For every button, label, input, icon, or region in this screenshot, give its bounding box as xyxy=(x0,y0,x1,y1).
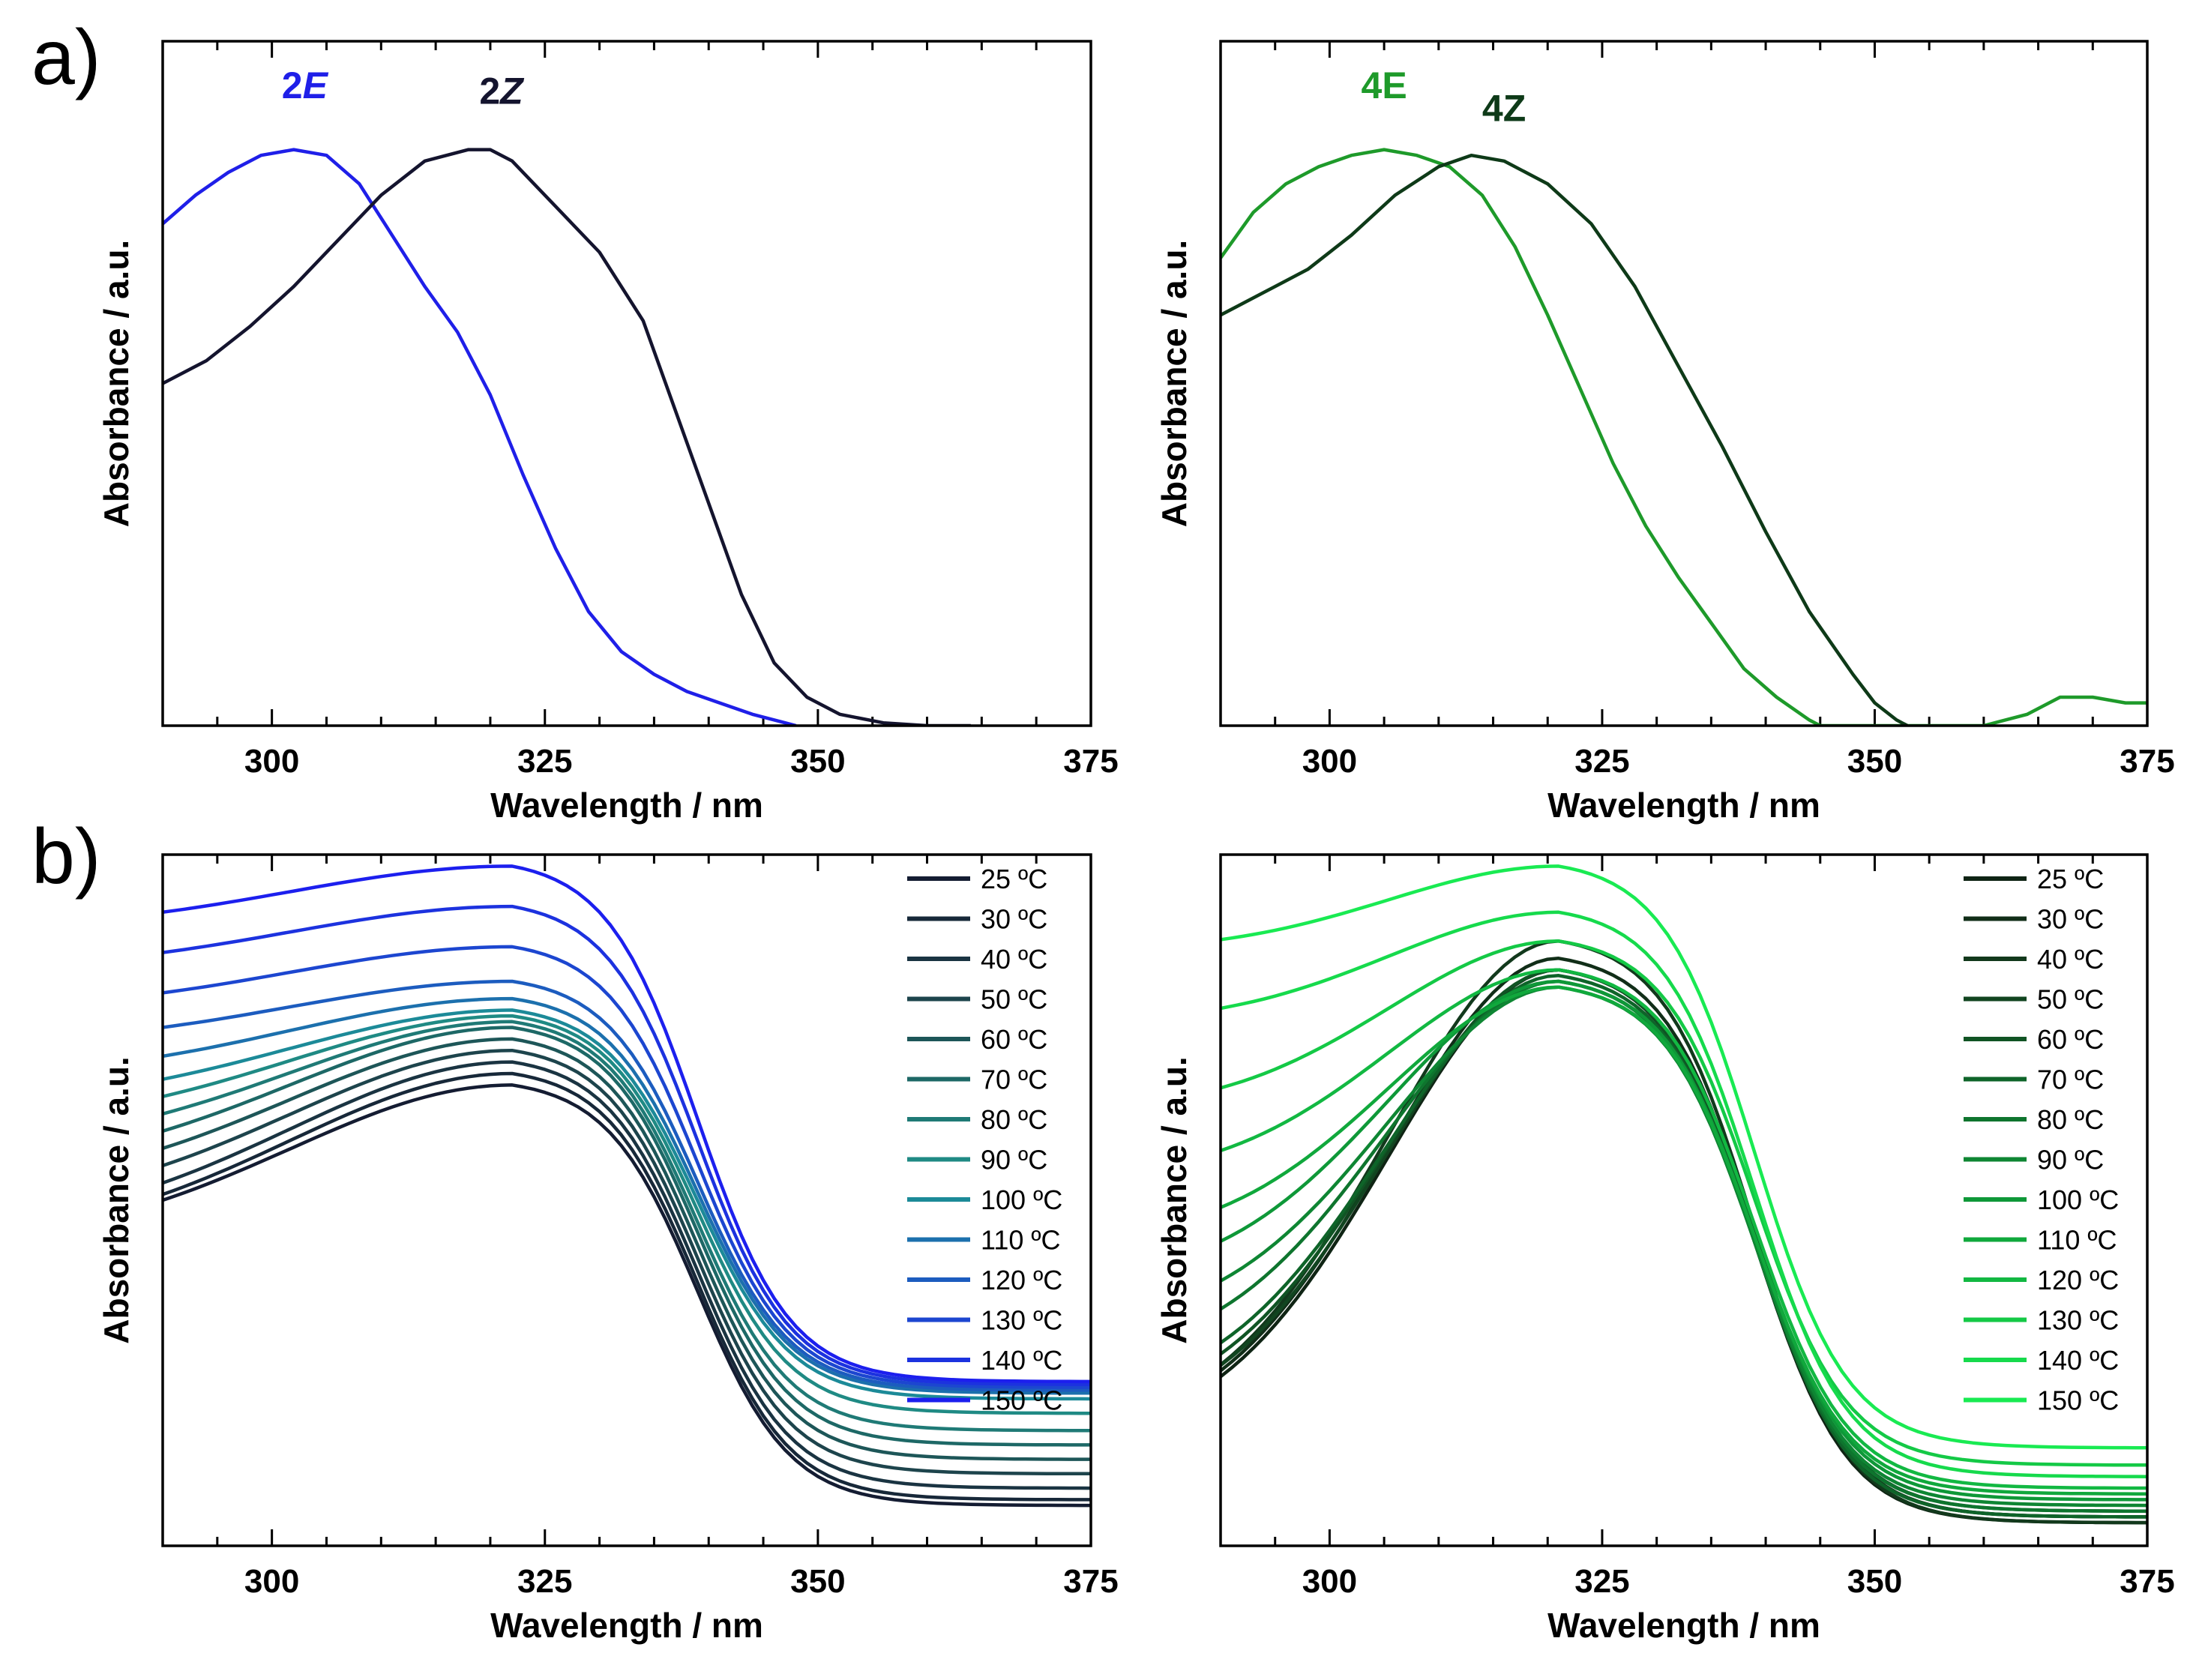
x-tick-label: 300 xyxy=(244,743,299,780)
series-line-3 xyxy=(163,1060,1091,1490)
series-line-1 xyxy=(163,1083,1091,1508)
series-line-4 xyxy=(163,1048,1091,1476)
plot-frame xyxy=(161,40,1092,727)
series-line-10 xyxy=(1221,985,2147,1496)
x-axis-title: Wavelength / nm xyxy=(1547,1606,1820,1645)
legend-label: 80 ºC xyxy=(981,1104,1047,1135)
series-line-2 xyxy=(163,1071,1091,1502)
series-line-13 xyxy=(163,904,1091,1386)
legend-label: 130 ºC xyxy=(2037,1305,2119,1336)
series-line-14 xyxy=(1221,864,2147,1450)
legend-label: 100 ºC xyxy=(981,1184,1062,1215)
legend-label: 110 ºC xyxy=(2037,1225,2117,1256)
y-axis-title: Absorbance / a.u. xyxy=(1155,1056,1194,1343)
legend-label: 80 ºC xyxy=(2037,1104,2104,1135)
peak-label: 2Z xyxy=(479,70,525,112)
legend-label: 140 ºC xyxy=(981,1345,1062,1376)
panel-label-a: a) xyxy=(31,14,100,101)
series-line-5 xyxy=(163,1037,1091,1461)
legend-label: 30 ºC xyxy=(981,904,1047,935)
series-line-1 xyxy=(1221,148,2147,726)
legend-label: 100 ºC xyxy=(2037,1184,2119,1215)
x-tick-label: 300 xyxy=(1302,1563,1357,1600)
x-tick-label: 350 xyxy=(790,1563,845,1600)
chart-b-left: 300 325 350 375 Wavelength / nm Absorbance / … xyxy=(97,853,1119,1645)
series-line-2 xyxy=(1221,153,1909,726)
x-tick-label: 325 xyxy=(1574,1563,1629,1600)
x-tick-label: 325 xyxy=(1574,743,1629,780)
x-tick-label: 300 xyxy=(244,1563,299,1600)
legend-label: 60 ºC xyxy=(2037,1024,2104,1055)
series-line-12 xyxy=(1221,939,2147,1467)
series-group xyxy=(1221,864,2147,1525)
legend-label: 90 ºC xyxy=(981,1145,1047,1175)
legend-label: 120 ºC xyxy=(2037,1265,2119,1295)
series-group xyxy=(1221,148,2147,726)
x-tick-label: 350 xyxy=(1847,1563,1902,1600)
x-tick-label: 325 xyxy=(517,1563,572,1600)
legend-label: 150 ºC xyxy=(981,1385,1062,1416)
legend-label: 40 ºC xyxy=(981,944,1047,975)
series-line-7 xyxy=(163,1020,1091,1433)
chart-a-right: 300 325 350 375 Wavelength / nm Absorbance / … xyxy=(1155,40,2175,825)
x-axis-title: Wavelength / nm xyxy=(490,786,763,825)
series-line-13 xyxy=(1221,910,2147,1478)
series-line-11 xyxy=(1221,968,2147,1490)
legend-label: 60 ºC xyxy=(981,1024,1047,1055)
legend-label: 30 ºC xyxy=(2037,904,2104,935)
plot-frame xyxy=(1219,853,2149,1547)
series-line-12 xyxy=(163,945,1091,1389)
plot-frame xyxy=(161,853,1092,1547)
x-tick-label: 375 xyxy=(1063,1563,1118,1600)
legend-label: 50 ºC xyxy=(2037,984,2104,1015)
legend-label: 130 ºC xyxy=(981,1305,1062,1336)
legend-label: 25 ºC xyxy=(981,864,1047,894)
legend-label: 40 ºC xyxy=(2037,944,2104,975)
x-tick-label: 300 xyxy=(1302,743,1357,780)
panel-label-b: b) xyxy=(31,813,100,900)
y-axis-title: Absorbance / a.u. xyxy=(97,240,136,527)
legend-label: 70 ºC xyxy=(2037,1065,2104,1095)
series-line-9 xyxy=(163,1008,1091,1401)
x-tick-label: 375 xyxy=(1063,743,1118,780)
legend-label: 120 ºC xyxy=(981,1265,1062,1295)
series-line-10 xyxy=(163,996,1091,1395)
series-line-14 xyxy=(163,864,1091,1384)
chart-a-left: 300 325 350 375 Wavelength / nm Absorbance / … xyxy=(97,40,1119,825)
legend-label: 90 ºC xyxy=(2037,1145,2104,1175)
legend-label: 25 ºC xyxy=(2037,864,2104,894)
series-line-1 xyxy=(163,148,797,726)
series-group xyxy=(163,864,1091,1508)
series-line-2 xyxy=(163,148,971,726)
series-line-8 xyxy=(163,1014,1091,1415)
y-axis-title: Absorbance / a.u. xyxy=(1155,240,1194,527)
series-line-3 xyxy=(1221,939,2147,1525)
legend-label: 110 ºC xyxy=(981,1225,1061,1256)
x-tick-label: 325 xyxy=(517,743,572,780)
x-axis-title: Wavelength / nm xyxy=(1547,786,1820,825)
legend-label: 150 ºC xyxy=(2037,1385,2119,1416)
legend-label: 50 ºC xyxy=(981,984,1047,1015)
x-tick-label: 350 xyxy=(790,743,845,780)
peak-label: 4Z xyxy=(1482,88,1526,130)
series-line-6 xyxy=(163,1026,1091,1447)
x-tick-label: 375 xyxy=(2120,743,2174,780)
peak-label: 2E xyxy=(282,64,329,106)
legend-label: 70 ºC xyxy=(981,1065,1047,1095)
plot-frame xyxy=(1219,40,2149,727)
legend-label: 140 ºC xyxy=(2037,1345,2119,1376)
x-axis-title: Wavelength / nm xyxy=(490,1606,763,1645)
peak-label: 4E xyxy=(1362,64,1407,106)
series-line-11 xyxy=(163,979,1091,1392)
series-line-9 xyxy=(1221,979,2147,1502)
x-tick-label: 350 xyxy=(1847,743,1902,780)
x-tick-label: 375 xyxy=(2120,1563,2174,1600)
series-group xyxy=(163,148,971,726)
chart-b-right: 300 325 350 375 Wavelength / nm Absorbance / … xyxy=(1155,853,2175,1645)
y-axis-title: Absorbance / a.u. xyxy=(97,1056,136,1343)
